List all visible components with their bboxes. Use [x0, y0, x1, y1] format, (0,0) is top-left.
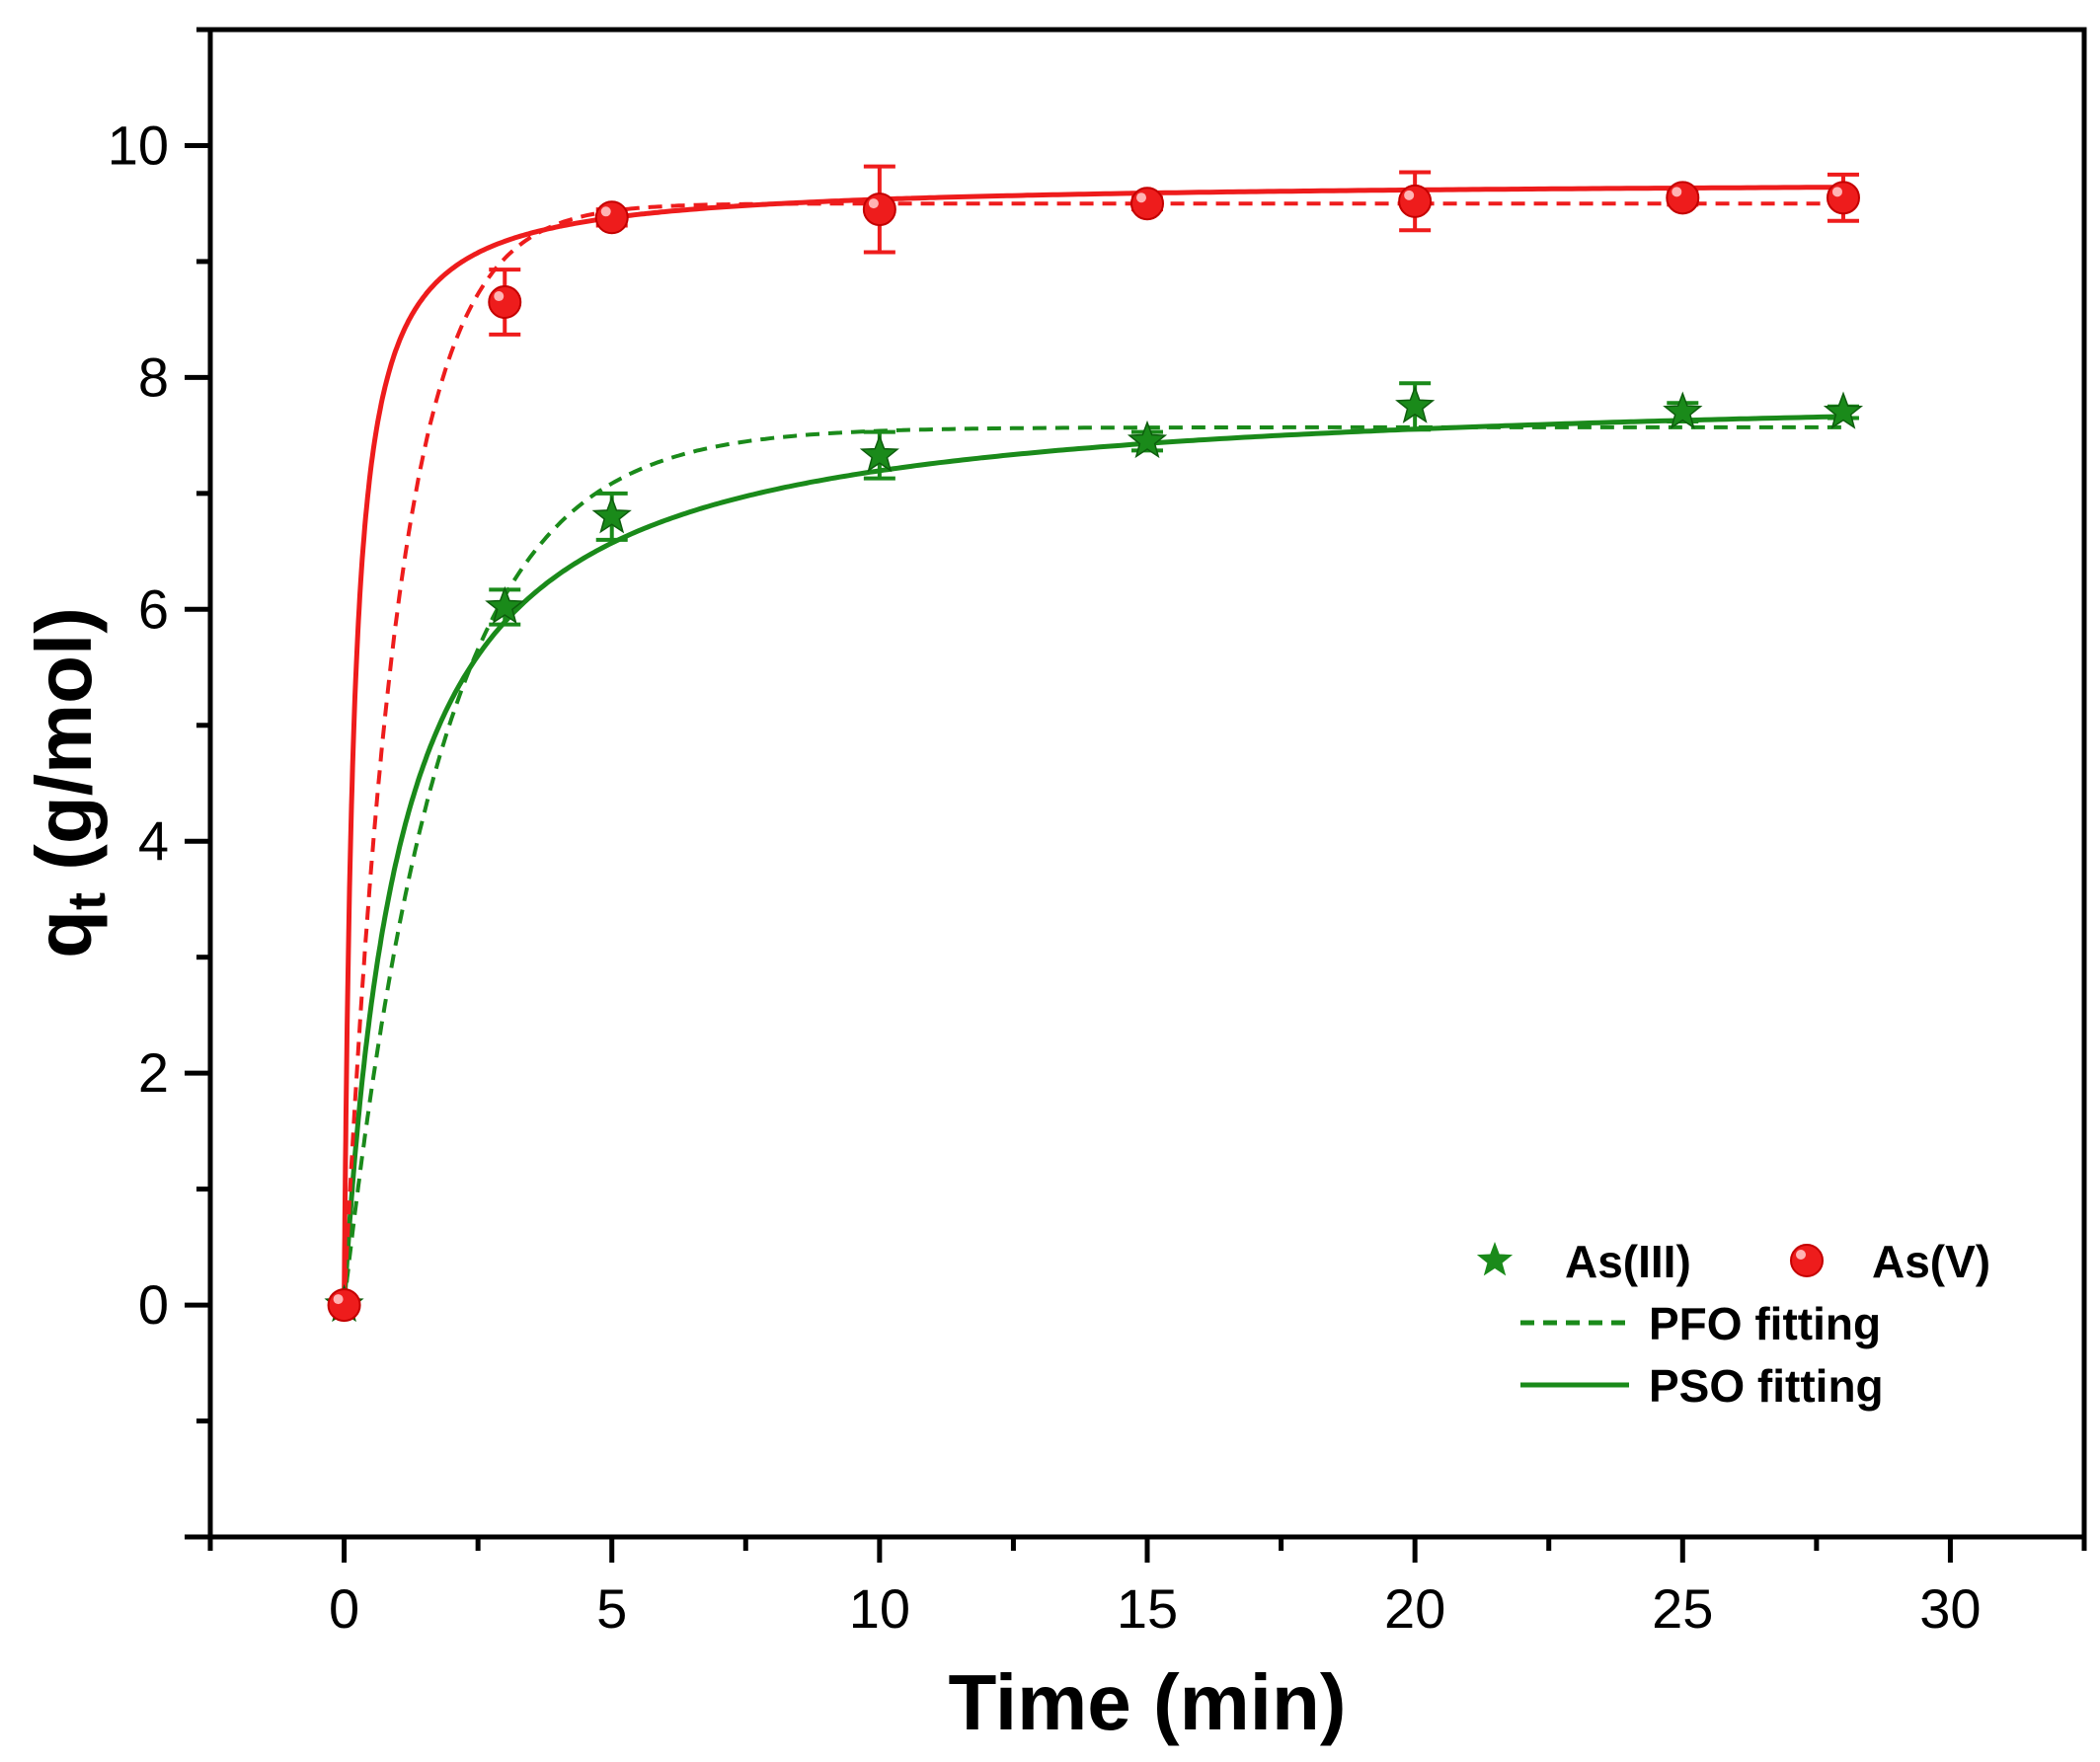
legend-circle-icon: [1790, 1244, 1824, 1277]
as5-marker-highlight: [494, 291, 505, 302]
legend-pso-label: PSO fitting: [1649, 1360, 1884, 1412]
y-axis-title-main: q: [20, 910, 108, 958]
x-tick-label: 0: [329, 1577, 359, 1640]
legend-as5-label: As(V): [1872, 1236, 1990, 1287]
y-tick-label: 0: [138, 1273, 169, 1336]
as3-star-marker: [591, 496, 632, 534]
as5-circle-marker: [1666, 181, 1700, 215]
x-tick-label: 15: [1117, 1577, 1178, 1640]
legend-circle-highlight-icon: [1796, 1250, 1806, 1260]
y-tick-label: 4: [138, 809, 169, 872]
as3-star-marker: [1663, 391, 1703, 429]
legend-star-icon: [1476, 1242, 1514, 1276]
as5-marker-highlight: [1831, 187, 1842, 197]
x-axis-ticks: 0 5 10 15 20 25 30: [207, 1537, 2087, 1640]
x-tick-label: 20: [1384, 1577, 1445, 1640]
as3-pso-curve: [342, 414, 1844, 1306]
data-markers: [324, 164, 1864, 1323]
as5-pso-curve: [342, 185, 1844, 1306]
y-axis-title-rest: (g/mol): [20, 607, 108, 892]
as5-circle-marker: [594, 200, 629, 235]
fitting-curves: [342, 185, 1844, 1306]
legend: As(III) As(V) PFO fitting PSO fitting: [1476, 1236, 1990, 1412]
as3-star-marker: [485, 585, 525, 625]
as5-pfo-curve: [342, 201, 1843, 1306]
as3-star-marker: [1823, 391, 1864, 429]
as3-pfo-curve: [342, 424, 1843, 1306]
y-axis-title-subscript: t: [57, 892, 117, 910]
as3-star-marker: [1395, 385, 1436, 423]
as5-marker-highlight: [1404, 190, 1415, 200]
as5-marker-highlight: [600, 206, 611, 217]
x-tick-label: 25: [1652, 1577, 1713, 1640]
as3-star-marker: [1127, 420, 1168, 459]
y-tick-label: 10: [108, 114, 169, 176]
x-axis-title: Time (min): [948, 1658, 1346, 1746]
as5-circle-marker: [1130, 187, 1164, 221]
as5-circle-marker: [1826, 181, 1860, 215]
as5-marker-highlight: [868, 198, 879, 209]
as5-marker-highlight: [333, 1294, 344, 1305]
as5-circle-marker: [1398, 184, 1433, 218]
y-tick-label: 2: [138, 1041, 169, 1104]
y-tick-label: 8: [138, 345, 169, 408]
x-tick-label: 10: [849, 1577, 910, 1640]
x-tick-label: 30: [1919, 1577, 1981, 1640]
x-tick-label: 5: [596, 1577, 627, 1640]
y-tick-label: 6: [138, 577, 169, 640]
y-axis-ticks: 0 2 4 6 8 10: [108, 27, 210, 1540]
as5-circle-marker: [488, 285, 522, 320]
as3-star-marker: [859, 433, 899, 473]
as5-circle-marker: [327, 1288, 361, 1323]
y-axis-title: qt (g/mol): [20, 607, 117, 958]
legend-as3-label: As(III): [1565, 1236, 1691, 1287]
as5-marker-highlight: [1672, 187, 1682, 197]
legend-pfo-label: PFO fitting: [1649, 1298, 1881, 1349]
as5-marker-highlight: [1136, 192, 1146, 203]
as5-circle-marker: [862, 192, 896, 227]
